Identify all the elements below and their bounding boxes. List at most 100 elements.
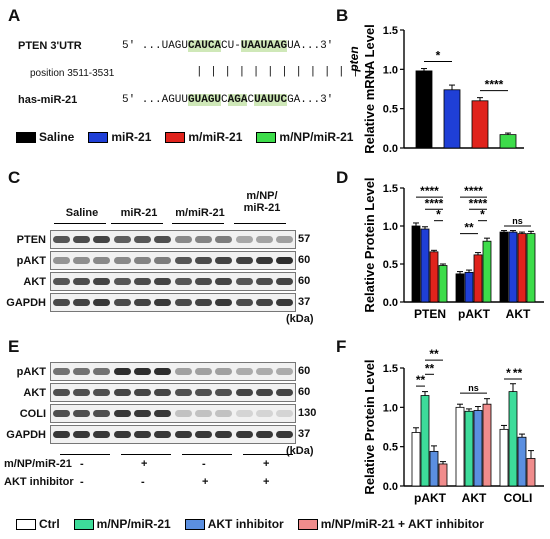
significance-label: **** [425,196,444,210]
blot-band [276,388,294,397]
blot-band [276,256,294,265]
sequence-segment: CAUCA [188,40,222,52]
group-underline [234,223,286,224]
y-tick-label: 0.5 [383,104,398,116]
y-axis-label: Relative Protein Level [362,177,377,312]
blot-strip [50,404,296,423]
blot-band [255,388,274,397]
treatment-sign: - [141,476,145,488]
inhibitor-legend: Ctrl m/NP/miR-21 AKT inhibitor m/NP/miR-21 … [16,517,484,531]
blot-band [52,367,70,376]
blot-band [52,409,70,418]
sequence-segment: GA [287,94,301,106]
treatment-sign: + [141,458,148,470]
blot-band [194,430,213,439]
blot-strip [50,383,296,402]
blot-band [235,388,253,397]
molecular-weight: 60 [298,275,311,287]
legend-item: miR-21 [88,130,151,144]
y-axis-label: Relative Protein Level [362,359,377,494]
blot-strip [50,362,296,381]
treatment-sign: + [263,476,270,488]
sequence-segment: C [247,94,255,106]
panel-letter-d: D [336,168,349,187]
mirna-label: has-miR-21 [18,94,78,106]
blot-strip [50,272,296,291]
blot-band [255,430,274,439]
blot-band [215,388,233,397]
legend-item: m/NP/miR-21 [256,130,353,144]
blot-row-label: GAPDH [6,297,46,309]
y-tick-label: 1.5 [383,363,398,375]
blot-band [255,409,274,418]
blot-band [133,409,152,418]
blot-band [154,409,172,418]
blot-band [174,277,192,286]
blot-strip [50,293,296,312]
legend-label: m/NP/miR-21 [96,517,171,531]
treatment-sign: - [202,458,206,470]
blot-band [93,277,111,286]
group-label: PTEN [414,307,446,321]
blot-band [174,235,192,244]
blot-band [215,235,233,244]
position-label: position 3511-3531 [30,68,115,79]
y-tick-label: 1.5 [383,25,398,37]
significance-label: ns [468,383,479,393]
legend-label: AKT inhibitor [207,517,284,531]
blot-band [194,388,213,397]
blot-band [255,298,274,307]
blot-band [255,367,274,376]
gene-label: PTEN 3'UTR [18,40,82,52]
bar [438,463,448,487]
molecular-weight: 37 [298,428,311,440]
legend-label: Saline [39,130,75,144]
y-tick-label: 0.0 [383,481,398,493]
bar [464,271,474,303]
panel-letter-c: C [8,168,21,187]
group-label: pAKT [414,491,447,505]
blot-band [194,298,213,307]
significance-label: * [436,208,441,222]
legend-swatch [165,131,186,143]
blot-group-label: m/miR-21 [175,207,225,219]
kda-unit: (kDa) [286,445,314,457]
utr-sequence: 5' ...UAGUCAUCACU-UAAUAAGUA...3' [122,40,333,52]
blot-band [72,256,91,265]
blot-band [72,277,91,286]
blot-band [154,277,172,286]
blot-band [72,430,91,439]
sequence-segment: ...3' [300,94,334,106]
group-label: AKT [462,491,487,505]
blot-row-label: pAKT [16,366,46,378]
blot-band [255,235,274,244]
blot-band [276,409,294,418]
legend-swatch [297,518,318,530]
treatment-label: AKT inhibitor [4,476,74,488]
blot-band [113,256,131,265]
legend-swatch [184,518,205,530]
y-tick-label: 0.0 [383,297,398,309]
sequence-segment: 5' ...AGUU [122,94,189,106]
y-axis-label: Relative mRNA Level [362,24,377,154]
panel-letter-a: A [8,6,21,25]
significance-label: **** [485,78,504,92]
blot-band [93,409,111,418]
treatment-sign: + [202,476,209,488]
bar [526,233,536,303]
bar [411,225,421,303]
blot-row-label: PTEN [16,234,46,246]
blot-row-label: COLI [19,408,46,420]
y-tick-label: 1.5 [383,183,398,195]
sequence-segment: AUAAG [254,40,288,52]
treatment-legend: Saline miR-21 m/miR-21 m/NP/miR-21 [16,130,353,144]
legend-swatch [16,518,36,530]
y-tick-label: 1.0 [383,402,398,414]
blot-band [276,430,294,439]
blot-band [194,235,213,244]
legend-item: AKT inhibitor [184,517,284,531]
blot-band [72,409,91,418]
blot-band [113,367,131,376]
blot-band [52,277,70,286]
legend-item: m/NP/miR-21 + AKT inhibitor [297,517,484,531]
